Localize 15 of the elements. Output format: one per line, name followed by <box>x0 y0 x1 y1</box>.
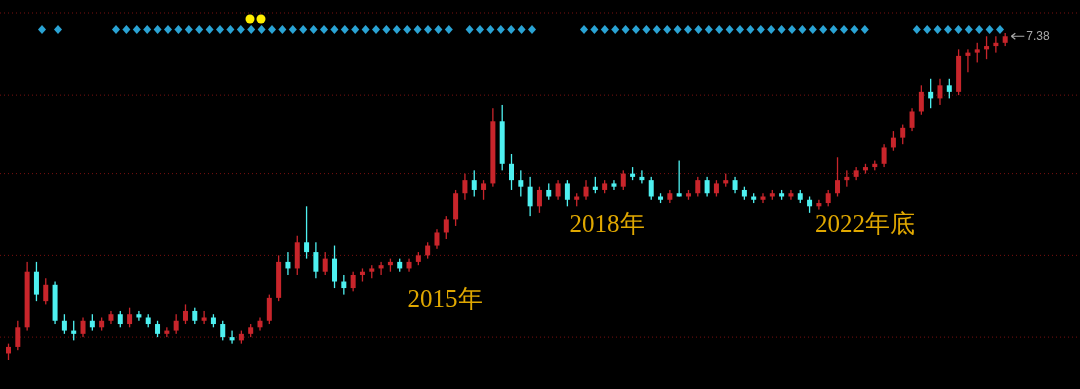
annotation: 2015年 <box>407 285 483 312</box>
annotation: 2022年底 <box>815 210 915 237</box>
candlestick <box>760 193 766 204</box>
candlestick <box>993 36 999 53</box>
candlestick <box>229 330 235 344</box>
candlestick <box>965 49 971 73</box>
annotation: 2018年 <box>569 210 645 237</box>
candlestick <box>816 199 822 210</box>
candlestick <box>136 310 142 321</box>
candlestick <box>164 327 170 338</box>
candlestick <box>639 170 645 184</box>
candlestick <box>257 317 263 331</box>
candlestick <box>611 180 617 190</box>
text: 7.38 <box>1026 29 1051 44</box>
candlestick <box>788 189 794 200</box>
